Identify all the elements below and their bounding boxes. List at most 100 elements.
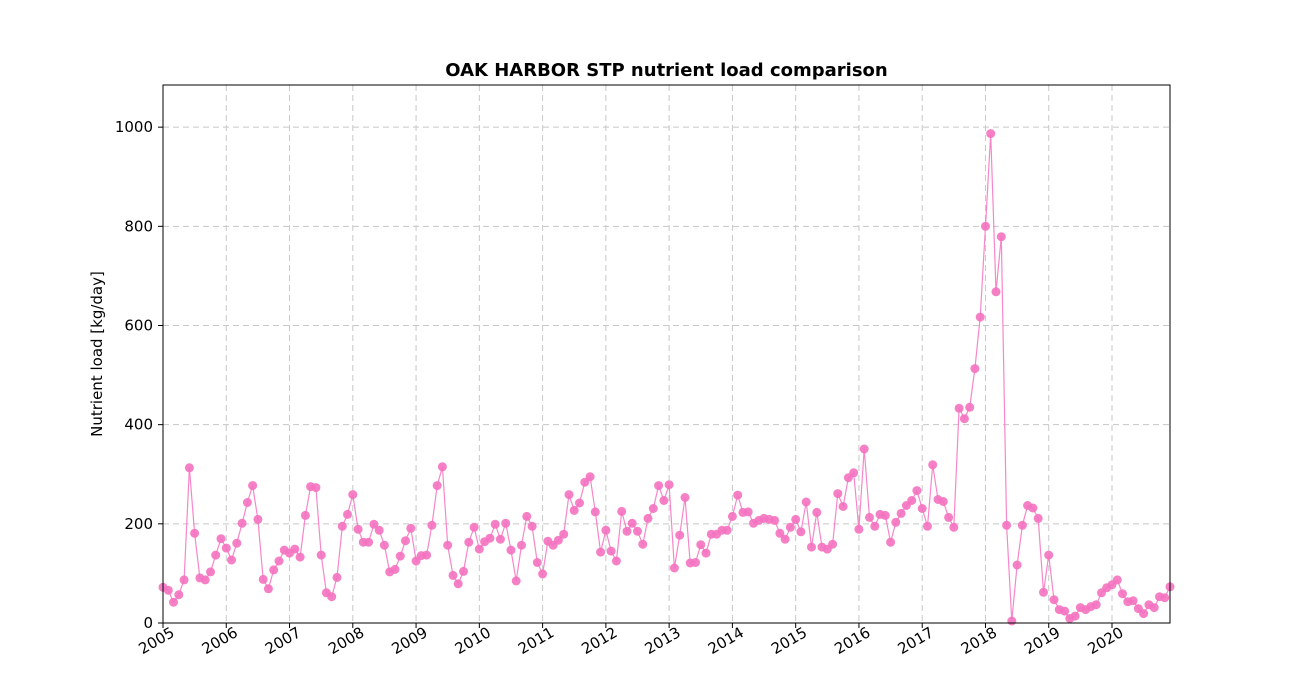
- data-point: [453, 579, 463, 589]
- data-point: [564, 490, 574, 500]
- data-point: [923, 521, 932, 531]
- data-point: [511, 576, 521, 586]
- data-point: [907, 496, 917, 505]
- data-point: [643, 513, 653, 523]
- data-point: [638, 539, 648, 549]
- data-point: [443, 540, 453, 550]
- data-point: [469, 522, 479, 532]
- data-point: [633, 526, 642, 536]
- data-point: [553, 535, 563, 545]
- data-point: [669, 563, 679, 573]
- data-point: [575, 498, 584, 508]
- y-axis: 0 200 400 600 800 1000: [115, 118, 163, 632]
- data-point: [390, 564, 400, 574]
- data-point: [701, 548, 711, 558]
- data-point: [1060, 606, 1070, 616]
- data-point: [812, 507, 822, 517]
- data-point: [849, 468, 859, 478]
- data-point: [954, 403, 964, 413]
- data-point: [506, 545, 516, 555]
- data-point: [169, 597, 178, 607]
- data-point: [495, 534, 505, 544]
- data-point: [859, 444, 869, 454]
- data-point: [437, 462, 447, 472]
- data-point: [253, 514, 263, 524]
- data-point: [1007, 616, 1017, 626]
- data-point: [163, 585, 173, 595]
- data-point: [369, 519, 379, 529]
- data-point: [991, 287, 1001, 297]
- data-point: [949, 522, 959, 532]
- data-point: [1149, 603, 1159, 613]
- y-tick-label: 800: [124, 217, 153, 235]
- data-point: [617, 506, 627, 516]
- data-point: [659, 496, 669, 505]
- data-point: [1028, 503, 1038, 513]
- data-point: [190, 528, 200, 538]
- data-point: [485, 533, 495, 543]
- data-point: [248, 481, 258, 491]
- data-point: [807, 542, 816, 552]
- data-point: [1039, 587, 1048, 597]
- data-point: [928, 460, 938, 470]
- data-point: [459, 566, 468, 576]
- data-point: [743, 507, 753, 517]
- data-point: [648, 504, 658, 513]
- data-point: [401, 536, 410, 546]
- data-point: [727, 511, 737, 521]
- data-point: [791, 514, 801, 524]
- data-point: [1017, 520, 1027, 530]
- y-axis-title: Nutrient load [kg/day]: [88, 271, 106, 437]
- data-point: [870, 521, 880, 531]
- data-point: [364, 537, 374, 547]
- data-point: [981, 221, 990, 231]
- data-point: [200, 575, 210, 585]
- data-point: [912, 486, 922, 496]
- data-point: [854, 524, 864, 534]
- data-point: [353, 524, 363, 534]
- data-point: [174, 590, 184, 600]
- data-point: [775, 528, 785, 538]
- data-point: [796, 527, 806, 537]
- data-point: [986, 129, 996, 139]
- data-point: [295, 552, 305, 562]
- data-point: [232, 538, 242, 548]
- data-point: [290, 544, 300, 554]
- data-point: [211, 550, 221, 560]
- y-tick-label: 200: [124, 515, 153, 533]
- data-point: [838, 502, 848, 511]
- data-point: [474, 544, 484, 554]
- data-point: [1033, 513, 1043, 523]
- data-point: [327, 592, 337, 602]
- data-point: [622, 526, 632, 536]
- data-point: [300, 510, 310, 520]
- data-point: [585, 472, 595, 482]
- data-point: [490, 519, 500, 529]
- data-point: [1012, 560, 1022, 570]
- data-point: [880, 510, 890, 520]
- data-point: [242, 498, 252, 507]
- data-point: [448, 570, 458, 580]
- data-point: [722, 525, 732, 535]
- data-point: [801, 497, 811, 507]
- data-point: [696, 540, 706, 550]
- data-point: [227, 555, 236, 565]
- data-point: [833, 489, 843, 499]
- data-point: [237, 518, 247, 528]
- data-point: [221, 543, 231, 553]
- data-point: [780, 534, 790, 544]
- data-point: [527, 521, 537, 531]
- data-point: [965, 402, 975, 412]
- data-point: [569, 505, 579, 515]
- data-point: [406, 523, 416, 533]
- data-point: [1049, 595, 1059, 605]
- data-point: [216, 534, 226, 544]
- data-point: [1044, 550, 1054, 560]
- data-point: [944, 512, 954, 522]
- data-point: [517, 540, 526, 550]
- data-point: [1160, 593, 1170, 603]
- data-point: [432, 481, 442, 491]
- data-point: [332, 572, 342, 582]
- data-point: [1002, 520, 1012, 530]
